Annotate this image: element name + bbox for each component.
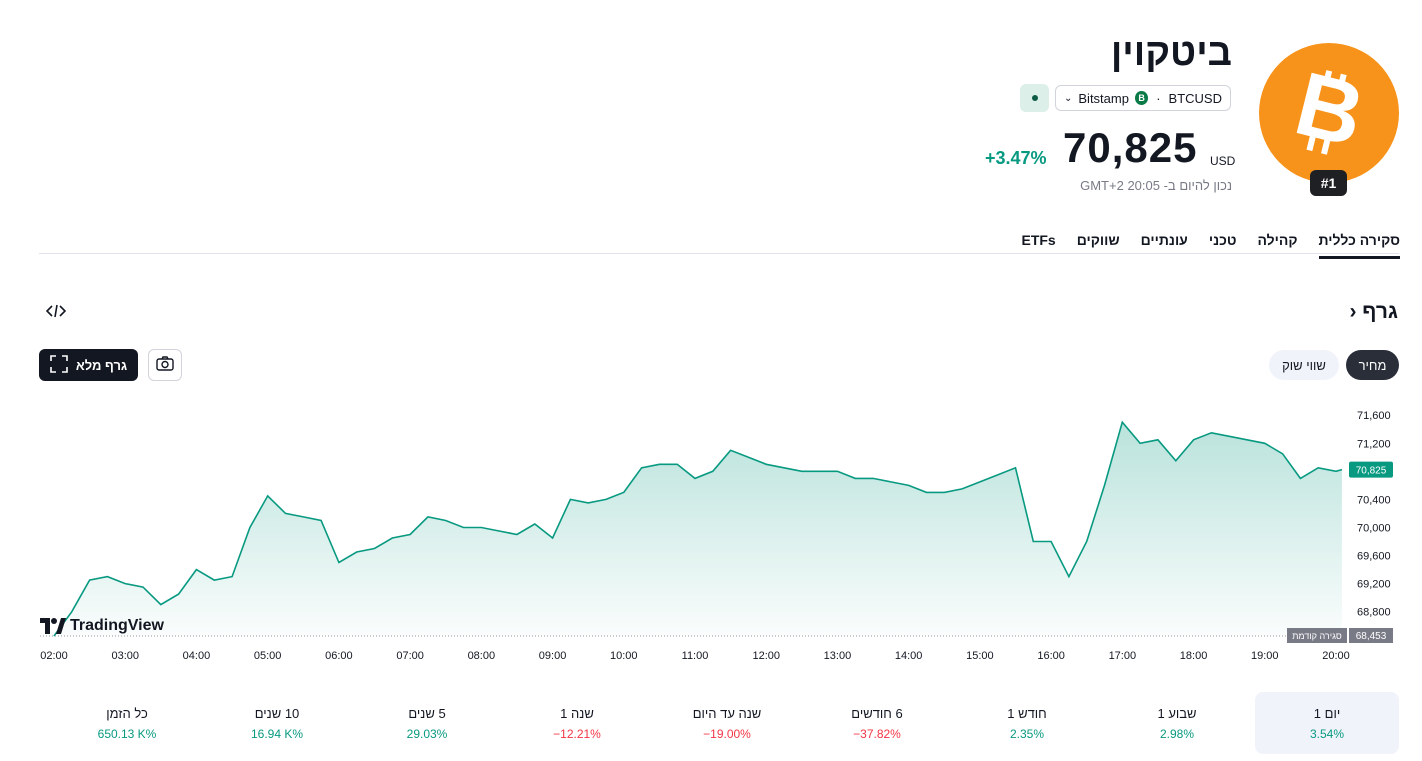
y-tick-label: 68,800 (1357, 607, 1391, 619)
price-chart[interactable]: 68,80069,20069,60070,00070,40070,80071,2… (0, 395, 1422, 670)
price-area (54, 422, 1342, 636)
x-tick-label: 11:00 (682, 650, 709, 662)
performance-period[interactable]: יום 1 3.54% (1255, 692, 1399, 754)
x-tick-label: 15:00 (966, 650, 994, 662)
tabs-divider (39, 253, 1399, 254)
prev-close-value-tag (1349, 628, 1393, 643)
performance-label: 5 שנים (408, 706, 446, 721)
performance-value: 650.13 K% (97, 727, 157, 741)
x-tick-label: 17:00 (1109, 650, 1137, 662)
performance-period[interactable]: 6 חודשים −37.82% (805, 692, 949, 754)
price-timestamp: נכון להיום ב- 20:05 GMT+2 (1080, 178, 1232, 193)
performance-value: −19.00% (703, 727, 751, 741)
price-currency: USD (1210, 154, 1236, 168)
market-cap-toggle-button[interactable]: שווי שוק (1269, 350, 1339, 380)
x-tick-label: 16:00 (1037, 650, 1065, 662)
x-tick-label: 14:00 (895, 650, 923, 662)
tradingview-logo: TradingView (40, 617, 164, 635)
prev-close-value-label: 68,453 (1356, 631, 1387, 642)
camera-icon (156, 355, 174, 376)
exchange-name: Bitstamp (1078, 90, 1129, 106)
performance-value: 29.03% (406, 727, 448, 741)
price-line (53, 420, 1343, 637)
full-chart-label: גרף מלא (75, 357, 128, 373)
x-tick-label: 06:00 (325, 650, 353, 662)
price-toggle-button[interactable]: מחיר (1346, 350, 1399, 380)
y-tick-label: 69,200 (1357, 579, 1391, 591)
chevron-down-icon: ⌄ (1064, 92, 1073, 104)
tradingview-brand: TradingView (70, 617, 164, 634)
x-tick-label: 09:00 (539, 650, 567, 662)
y-tick-label: 70,000 (1357, 522, 1391, 534)
x-tick-label: 03:00 (111, 650, 139, 662)
tab-overview[interactable]: סקירה כללית (1318, 232, 1400, 259)
x-tick-label: 04:00 (183, 650, 211, 662)
x-tick-label: 05:00 (254, 650, 282, 662)
x-tick-label: 19:00 (1251, 650, 1279, 662)
chart-title-label: גרף (1362, 300, 1398, 323)
prev-close-tag-label: סגירה קודמת (1292, 631, 1342, 641)
x-tick-label: 20:00 (1322, 650, 1350, 662)
last-price-tag (1349, 461, 1393, 478)
performance-label: כל הזמן (106, 706, 148, 721)
last-price-label: 70,825 (1356, 466, 1387, 477)
performance-period[interactable]: שנה עד היום −19.00% (655, 692, 799, 754)
tradingview-logo-icon (40, 618, 66, 634)
performance-label: 10 שנים (254, 706, 300, 721)
x-tick-label: 10:00 (610, 650, 638, 662)
full-chart-button[interactable]: גרף מלא (39, 349, 138, 381)
bitcoin-logo-icon: B (1259, 43, 1399, 183)
performance-value: −12.21% (553, 727, 601, 741)
tab-markets[interactable]: שווקים (1076, 232, 1120, 248)
x-tick-label: 02:00 (40, 650, 68, 662)
embed-code-icon[interactable] (45, 303, 67, 319)
y-tick-label: 71,200 (1357, 438, 1391, 450)
y-tick-label: 71,600 (1357, 410, 1391, 422)
symbol-name: BTCUSD (1168, 90, 1222, 106)
market-status-button[interactable] (1020, 84, 1049, 112)
snapshot-button[interactable] (148, 349, 182, 381)
chart-section-title[interactable]: גרף ‹ (1349, 300, 1398, 324)
y-tick-label: 70,400 (1357, 494, 1391, 506)
performance-label: יום 1 (1313, 706, 1341, 721)
tab-community[interactable]: קהילה (1257, 232, 1298, 248)
performance-value: 3.54% (1309, 727, 1345, 741)
x-tick-label: 12:00 (752, 650, 780, 662)
page-title: ביטקוין (1110, 32, 1232, 74)
performance-period[interactable]: חודש 1 2.35% (955, 692, 1099, 754)
x-tick-label: 07:00 (396, 650, 424, 662)
performance-label: 6 חודשים (851, 706, 903, 721)
exchange-badge-icon: B (1134, 91, 1149, 105)
tab-seasonals[interactable]: עונתיים (1140, 232, 1188, 248)
performance-period[interactable]: שבוע 1 2.98% (1105, 692, 1249, 754)
status-dot-icon (1031, 95, 1038, 101)
chevron-left-icon: ‹ (1349, 300, 1357, 323)
performance-period[interactable]: 10 שנים 16.94 K% (205, 692, 349, 754)
performance-value: 16.94 K% (250, 727, 304, 741)
performance-period[interactable]: 5 שנים 29.03% (355, 692, 499, 754)
tab-etfs[interactable]: ETFs (1021, 232, 1056, 248)
performance-label: חודש 1 (1007, 706, 1047, 721)
performance-label: שבוע 1 (1157, 706, 1197, 721)
performance-period[interactable]: כל הזמן 650.13 K% (55, 692, 199, 754)
performance-label: שנה עד היום (692, 706, 762, 721)
performance-value: 2.35% (1009, 727, 1045, 741)
performance-value: −37.82% (853, 727, 901, 741)
performance-value: 2.98% (1159, 727, 1195, 741)
rank-badge: #1 (1310, 170, 1347, 196)
fullscreen-icon (50, 354, 68, 376)
prev-close-tag (1287, 628, 1347, 643)
separator-dot-icon: · (1156, 90, 1161, 106)
x-tick-label: 13:00 (824, 650, 852, 662)
y-tick-label: 69,600 (1357, 551, 1391, 563)
performance-period[interactable]: שנה 1 −12.21% (505, 692, 649, 754)
tab-bar: סקירה כללית קהילה טכני עונתיים שווקים ET… (1021, 232, 1400, 259)
x-tick-label: 08:00 (468, 650, 496, 662)
tab-technicals[interactable]: טכני (1208, 232, 1237, 248)
symbol-selector[interactable]: ⌄ Bitstamp B · BTCUSD (1055, 85, 1231, 111)
current-price: 70,825 (1063, 124, 1198, 171)
price-change: +3.47% (985, 148, 1047, 168)
performance-label: שנה 1 (560, 706, 594, 721)
x-tick-label: 18:00 (1180, 650, 1208, 662)
